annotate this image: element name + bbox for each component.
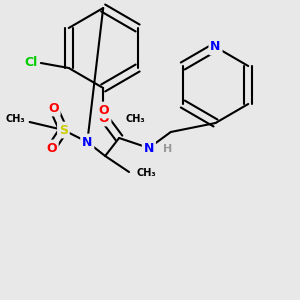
Text: S: S (59, 124, 68, 136)
Text: O: O (98, 103, 109, 116)
Text: O: O (46, 142, 57, 154)
Text: Cl: Cl (24, 56, 38, 70)
Text: N: N (144, 142, 154, 154)
Text: N: N (82, 136, 92, 148)
Text: CH₃: CH₃ (125, 114, 145, 124)
Text: CH₃: CH₃ (5, 114, 25, 124)
Text: O: O (48, 101, 59, 115)
Text: CH₃: CH₃ (137, 168, 157, 178)
Text: N: N (210, 40, 221, 53)
Text: H: H (163, 144, 172, 154)
Text: O: O (99, 112, 110, 124)
